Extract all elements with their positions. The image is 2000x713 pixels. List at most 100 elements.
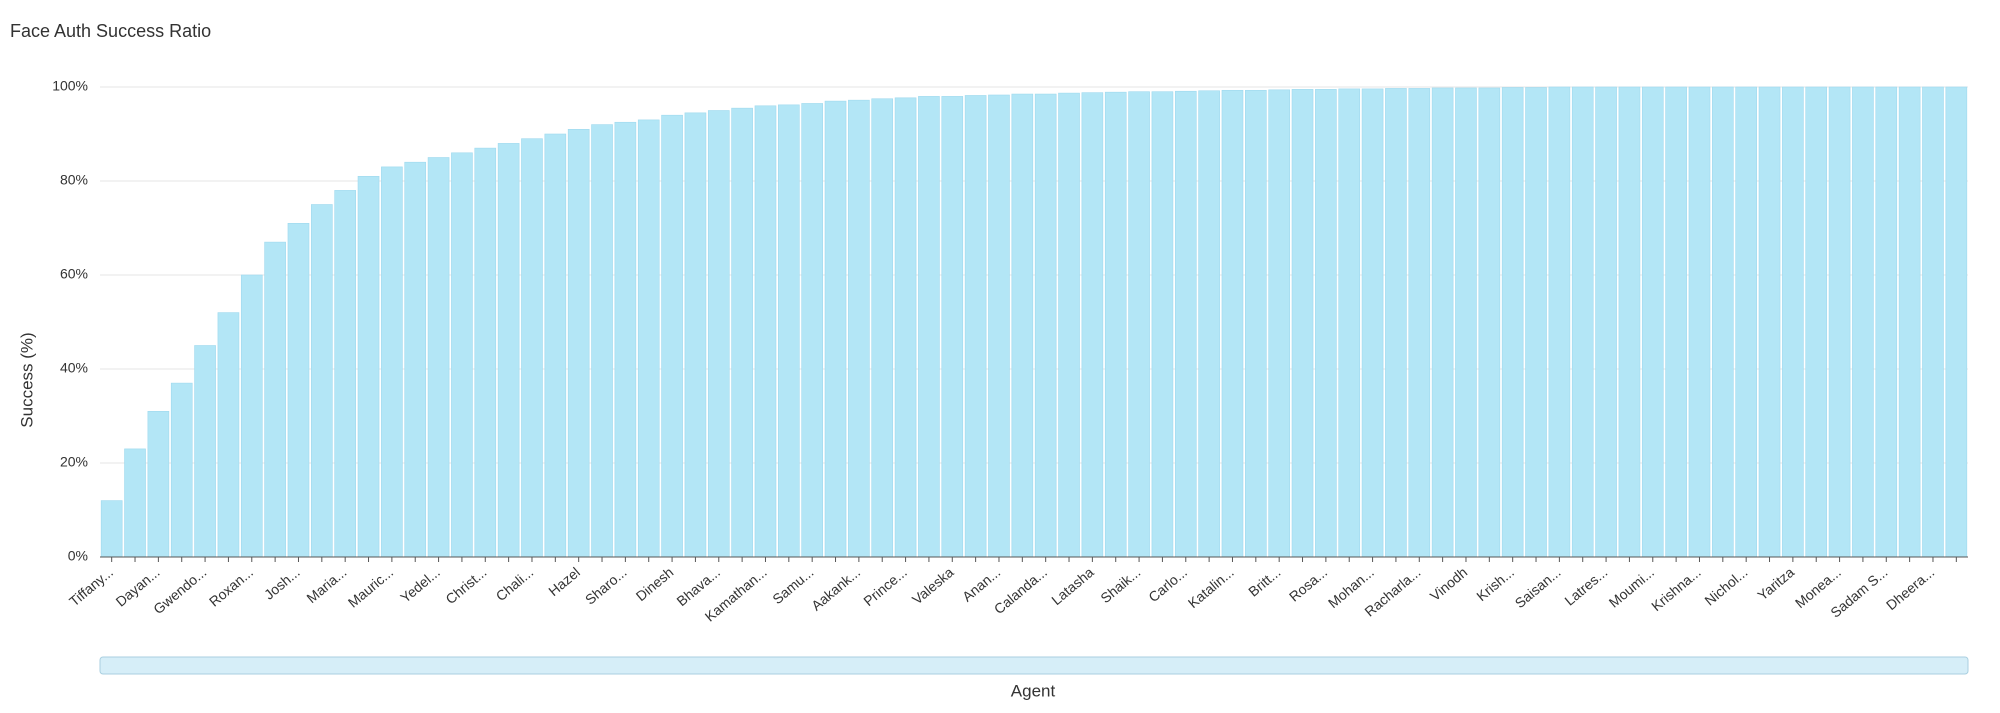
bar	[194, 345, 216, 558]
bar	[1291, 89, 1314, 558]
bar	[1548, 86, 1571, 558]
x-tick-label: Yaritza	[1754, 564, 1797, 604]
y-tick-label: 20%	[60, 454, 88, 470]
bar	[357, 176, 380, 558]
bar	[567, 129, 590, 558]
bar	[1922, 86, 1944, 558]
bar	[1128, 91, 1150, 558]
bar	[147, 410, 170, 558]
bar	[871, 98, 894, 558]
bar	[1805, 86, 1828, 558]
bar	[684, 112, 707, 558]
bar	[1758, 86, 1781, 558]
x-tick-label: Chali...	[493, 564, 537, 604]
bar	[1408, 88, 1431, 558]
chart-title: Face Auth Success Ratio	[10, 21, 211, 41]
bar	[1641, 86, 1664, 558]
bar	[801, 103, 823, 558]
bar	[1782, 86, 1804, 558]
bar	[1852, 86, 1874, 558]
y-tick-label: 60%	[60, 266, 88, 282]
x-tick-label: Mauric...	[345, 564, 396, 611]
bar	[1058, 92, 1080, 558]
x-tick-label: Prince...	[860, 564, 910, 609]
bar	[287, 223, 310, 558]
bar	[964, 95, 987, 558]
bar	[1221, 89, 1244, 558]
bar	[1735, 86, 1757, 558]
bar	[311, 204, 333, 558]
x-tick-label: Nichol...	[1701, 564, 1750, 609]
bar	[988, 94, 1010, 558]
x-tick-label: Latres...	[1561, 564, 1610, 609]
bar	[521, 138, 543, 558]
x-tick-label: Roxan...	[206, 564, 256, 610]
bar	[754, 105, 777, 558]
y-tick-label: 100%	[52, 78, 88, 94]
bar	[1455, 87, 1477, 558]
bar	[1898, 86, 1921, 558]
x-tick-label: Anan...	[959, 564, 1003, 605]
bar	[1315, 89, 1337, 558]
x-tick-label: Vinodh	[1427, 564, 1470, 604]
bar	[1571, 86, 1594, 558]
bar	[1011, 93, 1034, 558]
bar	[100, 500, 123, 558]
bar	[637, 119, 660, 558]
bar	[1034, 93, 1057, 558]
x-tick-label: Sharo...	[582, 564, 630, 608]
bar	[544, 133, 567, 558]
bar	[1595, 86, 1617, 558]
bar	[1431, 87, 1454, 558]
bar	[707, 110, 730, 558]
bar	[217, 312, 240, 558]
x-tick-label: Josh...	[261, 564, 303, 603]
bar	[1478, 87, 1501, 558]
bar	[264, 241, 286, 558]
bar	[848, 99, 870, 558]
bar	[1198, 90, 1220, 558]
bar	[1151, 91, 1174, 558]
bar	[381, 166, 403, 558]
x-tick-label: Britt...	[1245, 564, 1283, 600]
bar	[1945, 86, 1968, 558]
bar	[1338, 88, 1361, 558]
bar	[1665, 86, 1687, 558]
x-tick-label: Krishna...	[1648, 564, 1704, 614]
bar	[661, 114, 683, 558]
bar	[124, 448, 146, 558]
y-axis-label: Success (%)	[17, 332, 36, 427]
bar	[1245, 89, 1267, 558]
bar	[1525, 87, 1547, 558]
scrollbar[interactable]	[99, 656, 1969, 675]
bar	[1385, 88, 1407, 558]
x-tick-label: Christ...	[442, 564, 489, 607]
bar	[824, 100, 847, 558]
bar	[1828, 86, 1851, 558]
x-tick-label: Hazel	[545, 564, 583, 599]
x-tick-label: Maria...	[303, 564, 349, 606]
x-tick-label: Dinesh	[633, 564, 677, 604]
bar	[1875, 86, 1898, 558]
bar	[170, 382, 193, 558]
bar	[334, 190, 356, 558]
x-tick-label: Krish...	[1473, 564, 1517, 604]
x-tick-label: Aakank...	[808, 564, 863, 614]
x-tick-label: Valeska	[909, 564, 957, 608]
bar	[404, 161, 427, 558]
bar	[591, 124, 613, 558]
y-tick-label: 0%	[68, 548, 88, 564]
bar	[427, 157, 450, 558]
bar	[1712, 86, 1734, 558]
x-tick-label: Dheera...	[1883, 564, 1937, 613]
x-tick-label: Katalin...	[1185, 564, 1237, 611]
x-tick-label: Latasha	[1048, 564, 1097, 608]
x-tick-label: Yedel...	[397, 564, 443, 606]
bar	[778, 104, 800, 558]
bar	[497, 143, 520, 558]
bar	[1501, 87, 1524, 558]
x-tick-label: Tiffany...	[66, 564, 116, 610]
bar	[1268, 89, 1290, 558]
